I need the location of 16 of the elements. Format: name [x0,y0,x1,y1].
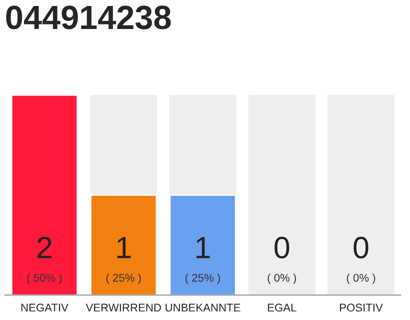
data-label: 0 [354,236,368,258]
x-tick-label: POSITIV [340,304,383,312]
x-tick-label: VERWIRREND [86,304,161,312]
data-label: 1 [117,237,131,258]
x-tick-label: EGAL [268,304,296,312]
annotation: ( 25% ) [106,274,141,284]
annotation: ( 0% ) [268,274,296,284]
data-label: 1 [196,237,210,258]
annotation: ( 0% ) [346,274,376,284]
annotation: ( 25% ) [186,274,220,284]
x-tick-label: UNBEKANNTE [166,304,240,312]
annotation: ( 50% ) [27,274,62,284]
data-label: 0 [274,236,290,258]
x-tick-label: NEGATIV [21,304,68,312]
data-label: 2 [38,236,52,258]
chart-title: 044914238 [6,6,171,30]
